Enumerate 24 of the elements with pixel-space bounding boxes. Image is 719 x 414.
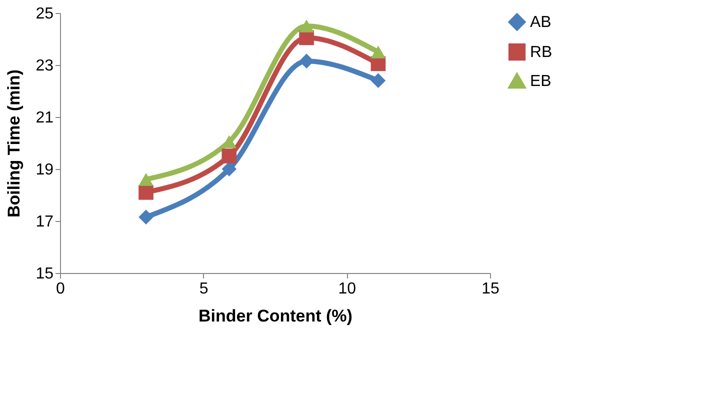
legend-label: EB	[530, 73, 552, 90]
point	[138, 184, 154, 200]
point	[299, 54, 314, 69]
x-axis-title: Binder Content (%)	[198, 306, 352, 326]
x-tick-label: 0	[56, 280, 66, 298]
y-tick-label: 19	[36, 162, 54, 178]
y-axis-title: Boiling Time (min)	[4, 70, 24, 218]
y-tick-label: 21	[36, 110, 54, 126]
x-tick-label: 5	[199, 280, 208, 298]
point	[370, 46, 386, 58]
point	[138, 172, 154, 186]
legend-label: RB	[530, 44, 552, 61]
point	[222, 162, 237, 176]
point	[222, 148, 237, 164]
x-tick-label: 15	[482, 280, 500, 298]
y-tick-label: 25	[36, 6, 54, 22]
x-tick-label: 10	[338, 280, 356, 298]
point	[370, 73, 386, 88]
point	[138, 210, 154, 225]
y-tick-label: 15	[36, 266, 54, 282]
legend-label: AB	[530, 14, 552, 31]
point	[299, 20, 314, 32]
y-tick-label: 23	[36, 58, 54, 74]
y-tick-label: 17	[36, 214, 54, 230]
